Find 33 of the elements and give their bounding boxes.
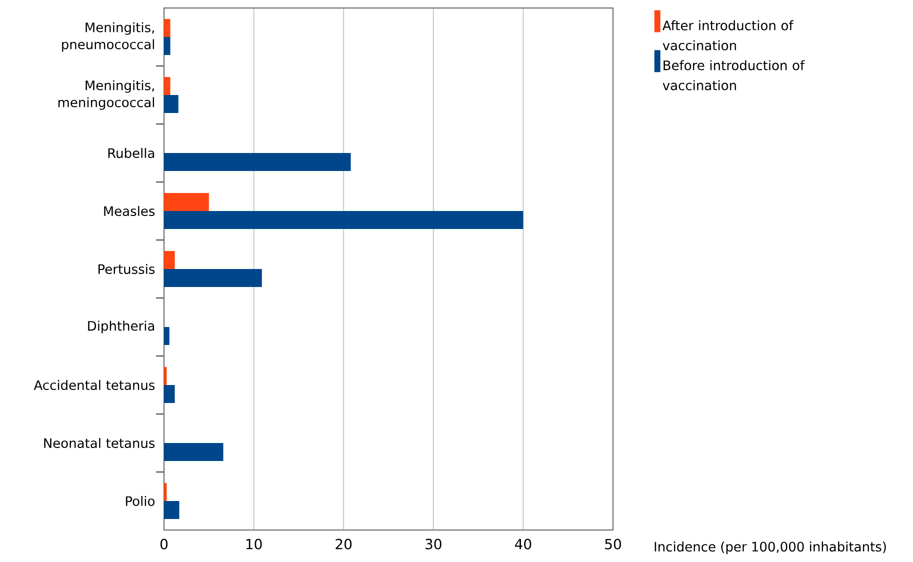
- bar: [164, 385, 175, 403]
- y-tick-label: Polio: [126, 496, 155, 506]
- bar: [164, 95, 178, 114]
- x-tick-label: 40: [514, 538, 532, 550]
- bar: [164, 193, 209, 212]
- y-tick-label: Accidental tetanus: [34, 380, 155, 390]
- y-tick-label: Neonatal tetanus: [44, 438, 155, 448]
- y-tick-label: Rubella: [108, 148, 154, 158]
- x-tick-label: 30: [426, 538, 442, 550]
- x-tick-label: 0: [160, 538, 168, 550]
- bar: [164, 442, 224, 461]
- y-tick-label: Pertussis: [98, 264, 155, 274]
- y-tick-label: Meningitis, pneumococcal: [62, 22, 154, 52]
- bar: [164, 269, 262, 287]
- bar: [164, 153, 351, 172]
- x-tick-label: 10: [246, 538, 262, 550]
- x-axis-title: Incidence (per 100,000 inhabitants): [654, 542, 886, 554]
- bar: [164, 211, 524, 230]
- bar: [164, 482, 167, 501]
- x-tick-label: 20: [336, 538, 352, 550]
- y-tick-label: Measles: [104, 206, 155, 216]
- legend-label: After introduction of vaccination: [662, 20, 794, 50]
- legend-label: Before introduction of vaccination: [662, 60, 805, 90]
- bar: [164, 19, 170, 38]
- bar: [164, 500, 180, 519]
- y-tick-label: Diphtheria: [88, 320, 154, 334]
- bar: [164, 37, 170, 56]
- x-tick-label: 50: [605, 538, 621, 550]
- bar: [164, 327, 170, 345]
- bar: [164, 367, 167, 385]
- bar: [164, 251, 175, 269]
- y-tick-label: Meningitis, meningococcal: [58, 80, 154, 110]
- bar: [164, 77, 170, 96]
